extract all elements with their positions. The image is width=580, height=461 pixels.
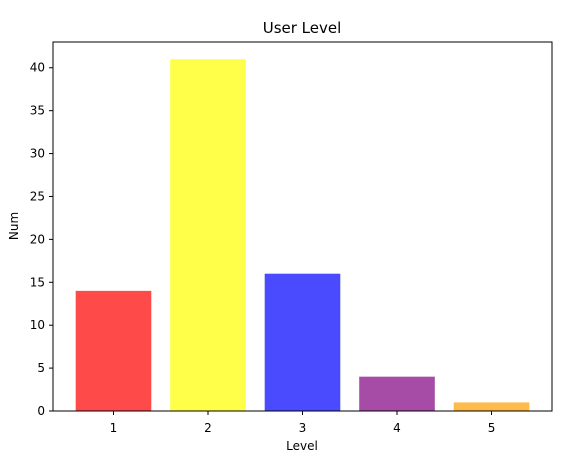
- y-tick-label: 0: [37, 404, 45, 418]
- x-tick-label: 5: [488, 421, 496, 435]
- x-tick-label: 3: [299, 421, 307, 435]
- y-tick-label: 10: [30, 318, 45, 332]
- y-tick-label: 35: [30, 104, 45, 118]
- bar-level-3: [264, 273, 341, 411]
- y-axis-ticks: 0 5 10 15 20 25 30 35 40: [30, 61, 53, 418]
- bar-level-1: [75, 290, 152, 411]
- y-tick-label: 15: [30, 275, 45, 289]
- y-tick-label: 40: [30, 61, 45, 75]
- x-tick-label: 1: [110, 421, 118, 435]
- plot-frame: [52, 41, 553, 412]
- y-tick-label: 30: [30, 147, 45, 161]
- x-tick-label: 4: [393, 421, 401, 435]
- y-tick-label: 5: [37, 361, 45, 375]
- chart-title: User Level: [263, 19, 342, 37]
- x-axis-label: Level: [286, 439, 318, 453]
- y-tick-label: 25: [30, 189, 45, 203]
- bar-level-4: [359, 376, 435, 411]
- x-tick-label: 2: [204, 421, 212, 435]
- bar-level-2: [170, 59, 246, 412]
- y-tick-label: 20: [30, 232, 45, 246]
- bars: [75, 59, 530, 412]
- x-axis-ticks: 1 2 3 4 5: [110, 411, 496, 435]
- y-axis-label: Num: [7, 212, 21, 240]
- bar-level-5: [453, 402, 530, 411]
